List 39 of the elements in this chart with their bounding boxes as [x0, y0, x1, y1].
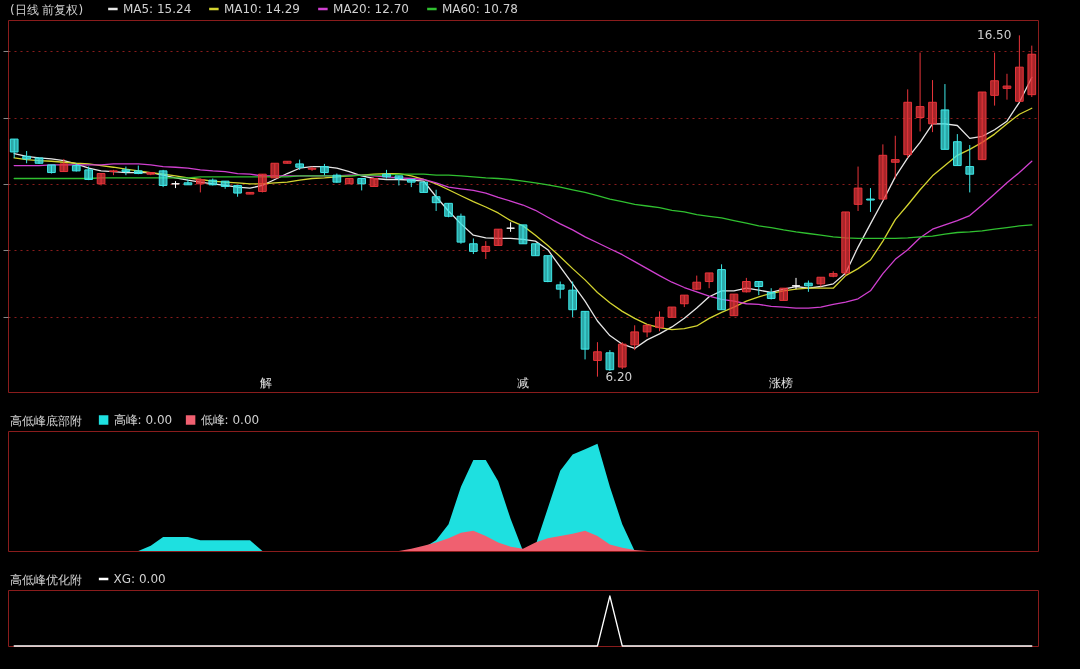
chart-title: (日线 前复权)	[10, 3, 84, 17]
annotation: 6.20	[605, 369, 633, 384]
legend-label: 低峰: 0.00	[200, 413, 260, 427]
candlestick	[990, 52, 999, 107]
legend-label: MA60: 10.78	[441, 2, 518, 16]
candlestick	[791, 277, 801, 290]
annotation: 解	[259, 376, 272, 390]
candlestick	[568, 281, 577, 318]
annotation: 16.50	[977, 28, 1012, 43]
candlestick	[965, 144, 975, 193]
annotation: 减	[517, 376, 529, 390]
candlestick	[593, 341, 602, 378]
candlestick	[617, 341, 627, 370]
candlestick	[729, 293, 739, 317]
candlestick	[890, 135, 900, 179]
candlestick	[915, 52, 925, 132]
legend-label: 高峰: 0.00	[113, 413, 173, 427]
candlestick	[853, 166, 863, 212]
legend-label: MA20: 12.70	[332, 2, 409, 16]
candlestick	[655, 310, 664, 332]
candlestick	[1002, 73, 1012, 101]
legend-label: MA5: 15.24	[122, 2, 192, 16]
candlestick	[866, 187, 875, 213]
chart-title: 高低峰优化附	[10, 573, 82, 587]
candlestick	[121, 166, 131, 176]
candlestick	[605, 349, 615, 372]
candlestick	[928, 79, 937, 133]
chart-title: 高低峰底部附	[10, 414, 82, 428]
candlestick	[307, 166, 317, 172]
candlestick	[183, 178, 193, 186]
annotation: 涨榜	[768, 376, 793, 390]
legend-label: XG: 0.00	[113, 572, 166, 586]
candlestick	[431, 189, 441, 212]
legend-label: MA10: 14.29	[223, 2, 300, 16]
candlestick	[9, 138, 19, 159]
candlestick	[518, 224, 528, 245]
candlestick	[394, 175, 404, 186]
candlestick	[630, 324, 640, 351]
candlestick	[952, 133, 962, 167]
